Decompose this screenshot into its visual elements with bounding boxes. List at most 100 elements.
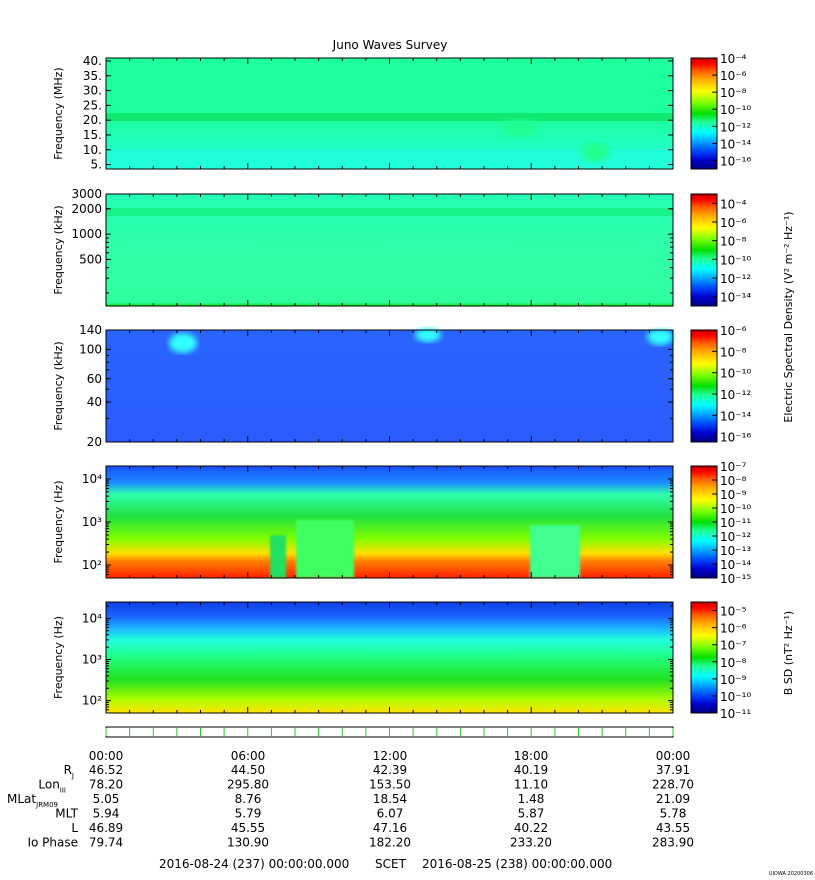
panel-2-colorbar [690,193,718,307]
colorbar-tick-label: 10⁻⁶ [720,216,747,230]
ephemeris-value: 5.05 [93,792,120,806]
ephemeris-value: 5.94 [93,807,120,821]
panel-4-spectrogram [106,466,673,578]
ephemeris-row-label: MLatJRM09 [7,792,58,809]
y-tick-label: 10³ [82,652,102,666]
footer-end-time: 2016-08-25 (238) 00:00:00.000 [422,857,612,871]
panel-4-axes: 10² 10³ 10⁴ Frequency (Hz) 10⁻⁷10⁻⁸10⁻⁹10⁻¹⁰… [52,460,751,586]
ephemeris-value: 233.20 [510,836,552,850]
panel-4-dropout [296,520,354,578]
ephemeris-value: 45.55 [231,821,265,835]
y-tick-label: 100 [79,342,102,356]
panel-3-background [106,330,673,442]
colorbar-tick-label: 10⁻¹³ [720,544,751,558]
colorbar-tick-label: 10⁻¹⁴ [720,137,751,151]
panel-5-colorbar [690,601,718,714]
colorbar-tick-label: 10⁻¹¹ [720,707,751,721]
colorbar-tick-label: 10⁻⁷ [720,639,747,653]
y-tick-label: 60 [87,372,102,386]
colorbar-tick-label: 10⁻⁸ [720,345,747,359]
electric-spectral-density-label: Electric Spectral Density (V² m⁻² Hz⁻¹) [782,211,795,422]
colorbar-tick-label: 10⁻⁴ [720,197,747,211]
ephemeris-value: 37.91 [656,763,690,777]
y-tick-label: 20. [83,113,102,127]
colorbar-tick-label: 10⁻¹⁰ [720,367,751,381]
colorbar-tick-label: 10⁻⁵ [720,605,747,619]
ephemeris-row-label: RJ [64,763,74,780]
colorbar-tick-label: 10⁻⁸ [720,235,747,249]
ephemeris-value: 5.78 [660,807,687,821]
y-tick-label: 1000 [71,227,102,241]
panel-5-background [106,602,673,713]
colorbar-tick-label: 10⁻¹⁶ [720,431,751,445]
ephemeris-value: 46.52 [89,763,123,777]
ephemeris-value: 153.50 [369,778,411,792]
watermark: UIOWA 20200306 [769,871,813,877]
y-tick-label: 5. [91,158,102,172]
ephemeris-value: 40.19 [514,763,548,777]
panel-3-spectrogram [106,328,673,442]
time-ruler-ticks [105,728,674,736]
colorbar-tick-label: 10⁻¹¹ [720,516,751,530]
ephemeris-value: 228.70 [652,778,694,792]
colorbar-tick-label: 10⁻⁴ [720,52,747,66]
ephemeris-value: 6.07 [377,807,404,821]
y-tick-label: 10³ [82,515,102,529]
time-label: 12:00 [373,749,408,763]
panel-3-blob [647,329,673,345]
panel-5-axes: 10² 10³ 10⁴ Frequency (Hz) 10⁻⁵ 10⁻⁶ 10⁻⁷ 10⁻⁸ 1… [52,601,751,721]
y-tick-label: 20 [87,435,102,449]
ephemeris-value: 182.20 [369,836,411,850]
y-tick-label: 25. [83,98,102,112]
ephemeris-value: 42.39 [373,763,407,777]
colorbar-tick-label: 10⁻⁶ [720,622,747,636]
panel-2-spectrogram [106,194,673,306]
ephemeris-value: 5.79 [235,807,262,821]
colorbar-tick-label: 10⁻⁸ [720,656,747,670]
panel-1-ylabel: Frequency (MHz) [52,67,65,159]
panel-3-blob [415,328,441,342]
y-tick-label: 500 [79,252,102,266]
y-tick-label: 10. [83,143,102,157]
axes-layer: 5.10.15.20.25.30.35.40. Frequency (MHz) 10… [52,52,751,721]
ephemeris-value: 21.09 [656,792,690,806]
panel-5-ylabel: Frequency (Hz) [52,616,65,699]
ephemeris-row-label: MLT [55,807,78,821]
panel-2-ylabel: Frequency (kHz) [52,205,65,294]
y-tick-label: 35. [83,69,102,83]
ephemeris-value: 79.74 [89,836,123,850]
ephemeris-value: 18.54 [373,792,407,806]
ephemeris-value: 130.90 [227,836,269,850]
ephemeris-row-label: L [71,821,78,835]
ephemeris-value: 44.50 [231,763,265,777]
colorbar-tick-label: 10⁻¹⁵ [720,572,751,586]
y-tick-label: 3000 [71,187,102,201]
colorbar-tick-label: 10⁻⁹ [720,488,747,502]
colorbar-tick-label: 10⁻⁸ [720,86,747,100]
panel-3-axes: 20 40 60 100 140 Frequency (kHz) 10⁻⁶ 10⁻⁸ 10⁻¹⁰… [52,323,751,449]
time-label: 06:00 [231,749,266,763]
ephemeris-value: 46.89 [89,821,123,835]
colorbar-tick-label: 10⁻¹⁴ [720,558,751,572]
time-labels: 00:00 06:00 12:00 18:00 00:00 [89,749,691,763]
colorbar-tick-label: 10⁻¹² [720,272,751,286]
colorbar-tick-label: 10⁻⁶ [720,324,747,338]
y-tick-label: 10⁴ [82,611,102,625]
y-tick-label: 10⁴ [82,472,102,486]
y-tick-label: 10² [82,694,102,708]
ephemeris-value: 1.48 [518,792,545,806]
colorbar-tick-label: 10⁻⁷ [720,460,747,474]
panel-3-ylabel: Frequency (kHz) [52,341,65,430]
bsd-label: B SD (nT² Hz⁻¹) [782,611,795,695]
figure-title: Juno Waves Survey [332,38,448,52]
panel-3-blob [169,333,197,353]
footer-scet: SCET [375,857,407,871]
colorbar-tick-label: 10⁻⁸ [720,474,747,488]
panel-1-band [106,113,673,121]
ephemeris-row-label-sub: JRM09 [35,801,58,809]
panel-1-colorbar [690,57,718,170]
ephemeris-row-label-sub: III [60,787,66,795]
ephemeris-value: 295.80 [227,778,269,792]
